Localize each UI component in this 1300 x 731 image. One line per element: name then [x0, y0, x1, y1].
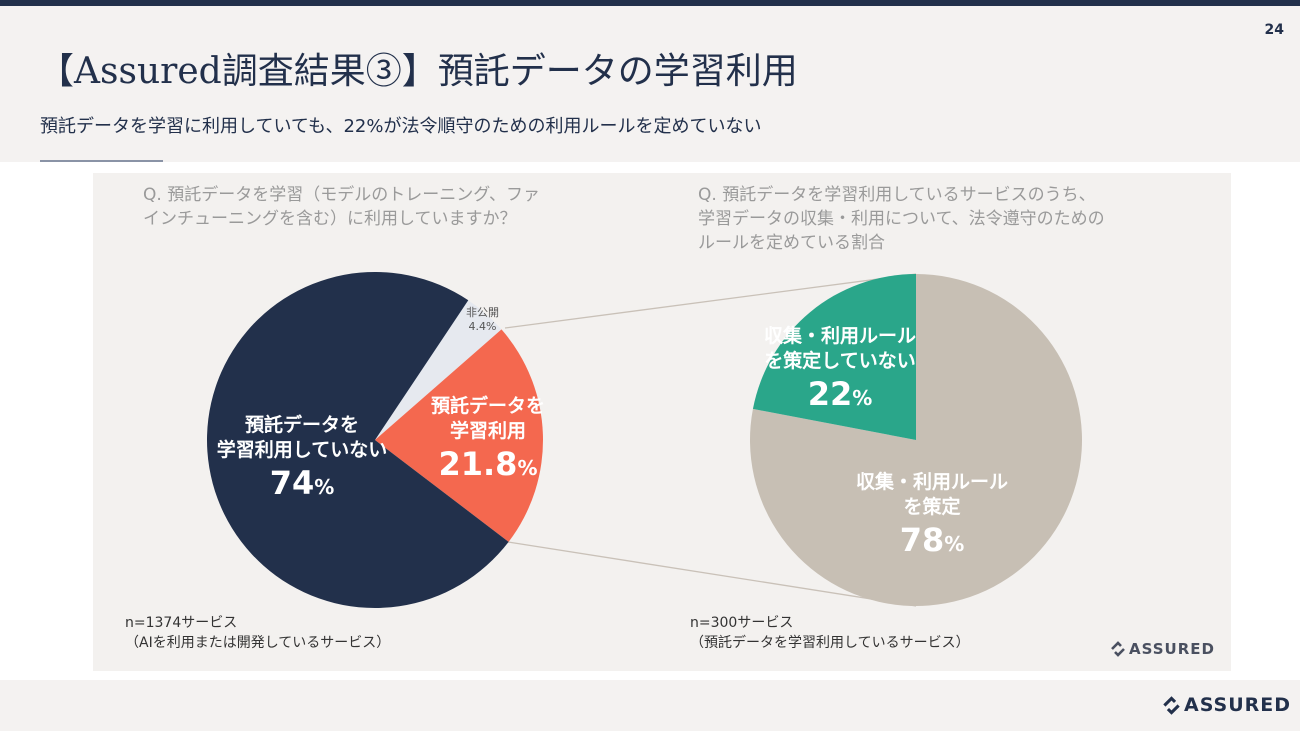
slice-value: 74% — [269, 464, 335, 502]
right-question-line: 学習データの収集・利用について、法令遵守のための — [698, 209, 1105, 229]
note-line: （AIを利用または開発しているサービス） — [125, 635, 391, 651]
right-question: Q. 預託データを学習利用しているサービスのうち、 学習データの収集・利用につい… — [698, 183, 1105, 255]
top-bar — [0, 0, 1300, 6]
label-not-used: 預託データを 学習利用していない 74% — [217, 413, 387, 507]
left-pie-slice — [375, 329, 543, 542]
left-question-line: Q. 預託データを学習（モデルのトレーニング、ファ — [143, 185, 540, 205]
slice-label: を策定 — [903, 496, 961, 518]
page-number: 24 — [1264, 22, 1284, 38]
header: 24 【Assured調査結果③】預託データの学習利用 預託データを学習に利用し… — [0, 6, 1300, 162]
slice-label: 学習利用 — [449, 420, 527, 442]
logo-mark-icon — [1111, 641, 1125, 657]
right-question-line: Q. 預託データを学習利用しているサービスのうち、 — [698, 185, 1096, 205]
title-underline — [40, 160, 163, 162]
logo-mark-icon — [1163, 695, 1180, 715]
note-line: n=300サービス — [690, 615, 794, 631]
slice-label: を策定していない — [764, 350, 916, 372]
left-sample-note: n=1374サービス （AIを利用または開発しているサービス） — [125, 613, 390, 653]
page-title: 【Assured調査結果③】預託データの学習利用 — [38, 51, 798, 92]
footer-logo: ASSURED — [1162, 694, 1291, 716]
left-pie-slice — [207, 271, 509, 609]
right-sample-note: n=300サービス （預託データを学習利用しているサービス） — [690, 613, 970, 653]
slice-value: 4.4% — [468, 320, 497, 333]
slice-label: 学習利用していない — [216, 439, 388, 461]
logo-text: ASSURED — [1184, 694, 1292, 716]
slice-label: 預託データを — [244, 414, 359, 436]
footer: ASSURED — [0, 680, 1300, 731]
slice-label: 預託データを — [430, 395, 546, 417]
left-question: Q. 預託データを学習（モデルのトレーニング、ファ インチューニングを含む）に利… — [143, 183, 540, 231]
page-subtitle: 預託データを学習に利用していても、22%が法令順守のための利用ルールを定めていな… — [40, 116, 762, 137]
slice-value: 21.8% — [438, 445, 538, 483]
label-undisclosed: 非公開 4.4% — [466, 306, 499, 334]
right-pie-slice — [752, 274, 916, 440]
slice-label: 収集・利用ルール — [763, 325, 917, 347]
right-pie-slice — [750, 274, 1083, 606]
note-line: n=1374サービス — [125, 615, 238, 631]
slice-label: 非公開 — [466, 306, 499, 319]
label-no-rules: 収集・利用ルール を策定していない 22% — [764, 324, 916, 418]
slice-value: 22% — [807, 375, 873, 413]
left-question-line: インチューニングを含む）に利用していますか？ — [143, 209, 517, 229]
right-question-line: ルールを定めている割合 — [698, 233, 885, 253]
note-line: （預託データを学習利用しているサービス） — [690, 635, 970, 651]
connector-line — [504, 273, 917, 329]
slice-value: 78% — [899, 521, 965, 559]
slice-label: 収集・利用ルール — [855, 471, 1009, 493]
logo-text: ASSURED — [1129, 640, 1215, 658]
label-rules: 収集・利用ルール を策定 78% — [856, 470, 1008, 564]
connector-line — [507, 541, 917, 607]
left-pie-slice — [375, 299, 502, 440]
panel-logo: ASSURED — [1110, 640, 1215, 658]
label-used: 預託データを 学習利用 21.8% — [431, 394, 545, 488]
